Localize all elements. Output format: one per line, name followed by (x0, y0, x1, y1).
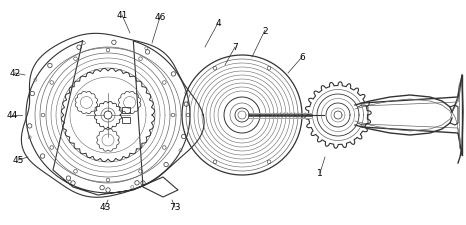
Text: 43: 43 (99, 202, 111, 211)
Text: 42: 42 (9, 69, 21, 78)
Text: 2: 2 (262, 26, 268, 35)
Text: 46: 46 (154, 14, 166, 22)
Text: 44: 44 (7, 111, 18, 120)
Text: 73: 73 (169, 202, 181, 211)
Bar (122, 117, 130, 124)
Text: 6: 6 (299, 53, 305, 62)
Text: 45: 45 (12, 156, 24, 165)
Text: 7: 7 (232, 43, 238, 52)
Text: 41: 41 (116, 11, 128, 20)
Text: 1: 1 (317, 169, 323, 178)
Text: 4: 4 (215, 19, 221, 28)
Bar (122, 108, 130, 113)
